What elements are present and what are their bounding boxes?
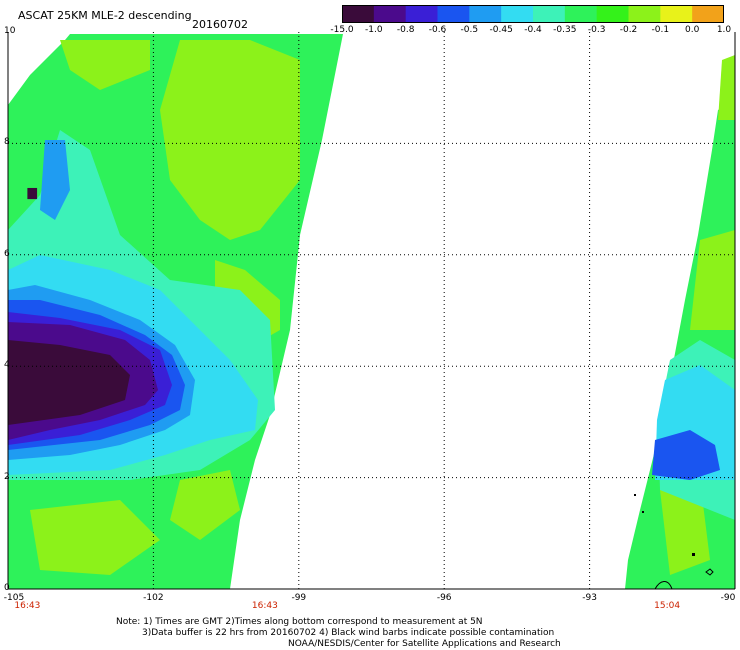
x-tick-label: -96 — [436, 593, 452, 603]
swath-data — [8, 34, 735, 589]
swath-west-blue — [40, 140, 70, 220]
wind-barb — [634, 494, 636, 496]
colorbar-border — [342, 5, 724, 23]
colorbar-label: -0.8 — [396, 25, 415, 35]
colorbar-label: -0.1 — [651, 25, 670, 35]
colorbar-segment — [596, 5, 629, 23]
swath-east-yellow — [718, 55, 735, 120]
notes: Note: 1) Times are GMT 2)Times along bot… — [116, 617, 561, 650]
map-plot — [7, 32, 736, 590]
colorbar-labels: -15.0 -1.0 -0.8 -0.6 -0.5 -0.45 -0.4 -0.35 -0.3 -… — [0, 25, 740, 39]
y-tick-label: 10 — [4, 26, 16, 36]
grid-lines — [8, 32, 735, 589]
y-tick-label: 6 — [4, 248, 10, 259]
swath-east-yellow — [690, 230, 735, 330]
coastline — [705, 568, 714, 576]
colorbar-label: -0.5 — [460, 25, 479, 35]
swath-east-blue — [652, 430, 720, 480]
colorbar-label: -0.6 — [428, 25, 447, 35]
colorbar-segment — [533, 5, 566, 23]
swath-west-core — [8, 340, 130, 425]
note-line-1: Note: 1) Times are GMT 2)Times along bot… — [116, 617, 483, 627]
pass-time: 16:43 — [251, 601, 278, 611]
colorbar-label: 0.0 — [684, 25, 700, 35]
pass-time: 15:04 — [654, 601, 681, 611]
coastline — [654, 581, 673, 590]
swath-west-yellow — [170, 470, 240, 540]
y-tick-label: 8 — [4, 137, 10, 148]
y-tick-label: 4 — [4, 360, 10, 371]
colorbar-segment — [501, 5, 534, 23]
colorbar-label: -0.45 — [489, 25, 513, 35]
colorbar-label: -1.0 — [365, 25, 383, 35]
x-tick-label: -90 — [720, 593, 736, 603]
map-date: 20160702 — [192, 18, 248, 31]
colorbar-label: -0.3 — [587, 25, 606, 35]
y-tick-label: 0 — [4, 583, 10, 593]
y-tick-label: 2 — [4, 471, 10, 482]
colorbar-segment — [469, 5, 502, 23]
pass-time: 16:43 — [14, 601, 41, 611]
colorbar-label: -0.4 — [524, 25, 542, 35]
colorbar-segment — [628, 5, 661, 23]
swath-west-darkpixel — [27, 187, 38, 200]
x-tick-label: -99 — [291, 593, 307, 603]
colorbar-segment — [342, 5, 375, 23]
colorbar-segment — [564, 5, 598, 23]
colorbar-segment — [437, 5, 470, 23]
wind-barb — [642, 511, 644, 513]
colorbar-segment — [692, 5, 724, 23]
x-tick-label: -102 — [143, 593, 164, 603]
colorbar-label: -0.35 — [553, 25, 577, 35]
note-line-3: NOAA/NESDIS/Center for Satellite Applica… — [288, 639, 561, 649]
colorbar-segment — [660, 5, 693, 23]
colorbar-label: 1.0 — [716, 25, 732, 35]
x-tick-label: -105 — [3, 593, 25, 603]
colorbar-segment — [405, 5, 438, 23]
map-title: ASCAT 25KM MLE-2 descending — [18, 9, 192, 22]
colorbar-segment — [373, 5, 407, 23]
swath-west-yellow — [30, 500, 160, 575]
note-line-2: 3)Data buffer is 22 hrs from 20160702 4)… — [142, 628, 555, 638]
colorbar-label: -0.2 — [619, 25, 638, 35]
swath-west-yellow — [60, 40, 150, 90]
swath-west-yellow — [160, 40, 300, 240]
colorbar — [342, 5, 724, 23]
wind-barb — [692, 553, 695, 556]
colorbar-label: -15.0 — [330, 25, 354, 35]
x-tick-label: -93 — [582, 593, 597, 603]
